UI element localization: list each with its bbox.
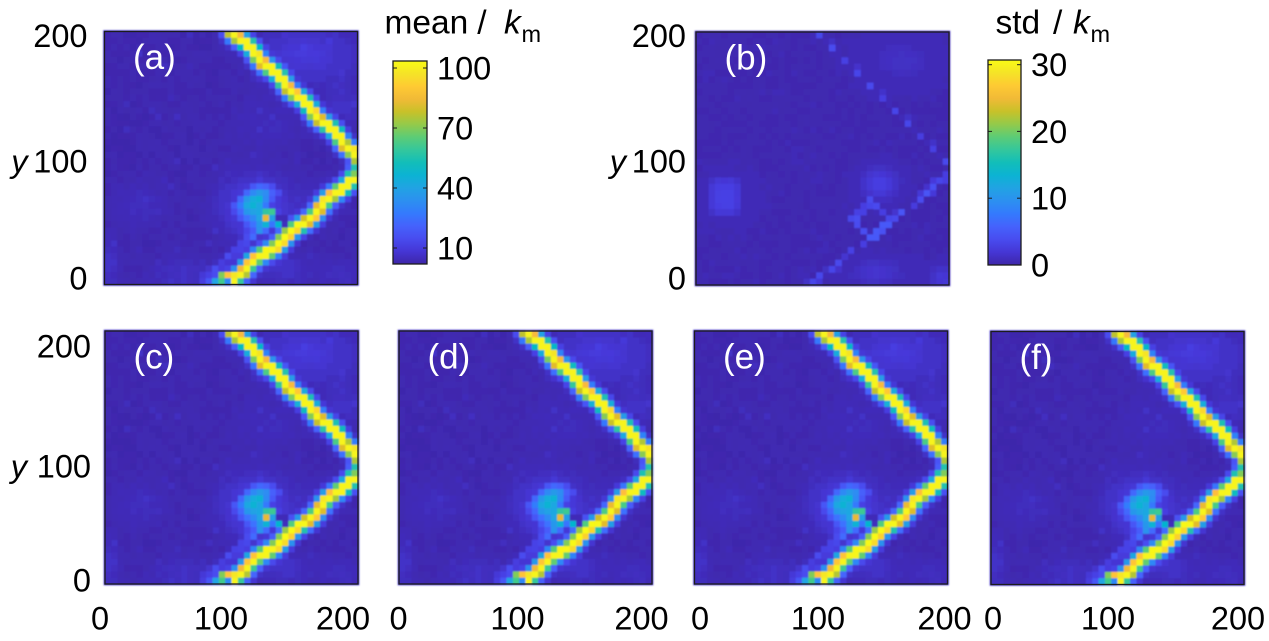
svg-text:100: 100 xyxy=(1081,601,1135,637)
svg-text:200: 200 xyxy=(37,329,91,365)
svg-text:100: 100 xyxy=(37,449,91,485)
svg-text:10: 10 xyxy=(1031,181,1067,217)
svg-text:100: 100 xyxy=(437,51,491,87)
svg-text:(a): (a) xyxy=(133,38,176,77)
svg-text:0: 0 xyxy=(69,261,87,297)
svg-text:200: 200 xyxy=(917,601,971,637)
svg-text:y: y xyxy=(608,144,628,180)
svg-text:(d): (d) xyxy=(428,338,471,377)
svg-text:100: 100 xyxy=(632,144,686,180)
svg-text:(e): (e) xyxy=(723,338,766,377)
svg-text:0: 0 xyxy=(1031,248,1049,284)
svg-text:100: 100 xyxy=(490,601,544,637)
svg-text:0: 0 xyxy=(691,601,709,637)
svg-text:100: 100 xyxy=(791,601,845,637)
svg-text:0: 0 xyxy=(389,601,407,637)
svg-text:200: 200 xyxy=(316,601,370,637)
svg-text:0: 0 xyxy=(668,261,686,297)
svg-text:30: 30 xyxy=(1031,47,1067,83)
svg-text:0: 0 xyxy=(984,601,1002,637)
svg-text:70: 70 xyxy=(437,111,473,147)
svg-text:0: 0 xyxy=(73,563,91,599)
svg-text:(f): (f) xyxy=(1020,338,1053,377)
svg-text:0: 0 xyxy=(91,601,109,637)
svg-text:std/km: std / km xyxy=(996,5,1111,48)
svg-text:10: 10 xyxy=(437,231,473,267)
svg-text:(c): (c) xyxy=(134,338,175,377)
svg-text:mean/km: mean / km xyxy=(385,5,542,48)
svg-text:(b): (b) xyxy=(725,39,768,78)
svg-text:100: 100 xyxy=(33,144,87,180)
svg-text:y: y xyxy=(9,144,29,180)
svg-text:200: 200 xyxy=(1211,601,1265,637)
svg-text:y: y xyxy=(9,449,29,485)
svg-text:200: 200 xyxy=(33,18,87,54)
svg-text:20: 20 xyxy=(1031,114,1067,150)
svg-text:200: 200 xyxy=(614,601,668,637)
svg-text:40: 40 xyxy=(437,171,473,207)
svg-text:100: 100 xyxy=(194,601,248,637)
svg-text:200: 200 xyxy=(632,18,686,54)
